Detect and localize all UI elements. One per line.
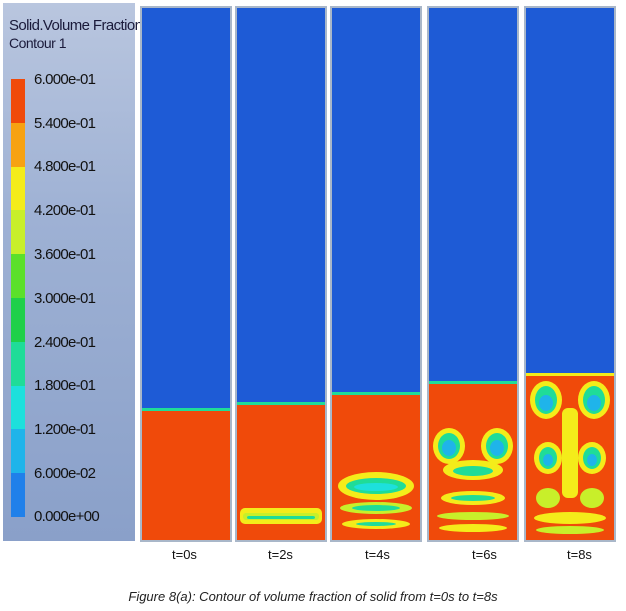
color-band: [11, 254, 25, 298]
bubble: [354, 483, 398, 491]
time-label: t=2s: [268, 547, 293, 562]
legend-panel: Solid.Volume Fraction Contour 1 6.000e-0…: [3, 3, 143, 541]
contour-panel-t2: [235, 6, 327, 542]
bubble: [439, 524, 507, 532]
bubble: [543, 454, 553, 466]
contour-plot: [332, 392, 420, 540]
contour-panel-t0: [140, 6, 232, 542]
bubble: [536, 526, 604, 534]
color-bar: [11, 79, 25, 517]
contour-panel-t8: [524, 6, 616, 542]
bed-interface: [237, 402, 325, 405]
legend-tick: 0.000e+00: [34, 508, 100, 525]
legend-tick: 5.400e-01: [34, 115, 96, 132]
contour-plot: [142, 408, 230, 540]
color-band: [11, 122, 25, 167]
bubble: [352, 505, 400, 511]
bubble: [580, 488, 604, 508]
legend-title: Solid.Volume Fraction: [9, 17, 143, 34]
bubble: [490, 440, 504, 456]
bubble: [453, 466, 493, 476]
bubble: [356, 522, 396, 526]
bubble: [539, 395, 553, 411]
time-label: t=6s: [472, 547, 497, 562]
color-band: [11, 297, 25, 342]
bubble: [534, 512, 606, 524]
legend-tick: 4.800e-01: [34, 158, 96, 175]
bubble: [536, 488, 560, 508]
bed-interface: [429, 381, 517, 384]
color-band: [11, 385, 25, 430]
time-label: t=8s: [567, 547, 592, 562]
color-band: [11, 210, 25, 255]
figure-caption: Figure 8(a): Contour of volume fraction …: [128, 589, 498, 604]
contour-plot: [429, 381, 517, 540]
color-band: [11, 429, 25, 474]
legend-tick: 6.000e-01: [34, 71, 96, 88]
bubble-band: [247, 516, 315, 519]
bubble: [442, 440, 456, 456]
color-band: [11, 341, 25, 386]
bed-interface: [142, 408, 230, 411]
bed-interface: [526, 373, 614, 376]
legend-tick: 1.800e-01: [34, 377, 96, 394]
contour-plot: [526, 373, 614, 540]
bubble-column: [562, 408, 578, 498]
bubble: [437, 512, 509, 520]
contour-plot: [237, 402, 325, 540]
legend-tick: 3.000e-01: [34, 290, 96, 307]
solid-bed: [332, 394, 420, 540]
bubble: [451, 495, 495, 501]
legend-tick: 6.000e-02: [34, 465, 96, 482]
legend-tick: 3.600e-01: [34, 246, 96, 263]
bed-interface: [332, 392, 420, 395]
bubble: [587, 454, 597, 466]
solid-bed: [142, 410, 230, 540]
bubble: [587, 395, 601, 411]
time-label: t=4s: [365, 547, 390, 562]
contour-panel-t4: [330, 6, 422, 542]
color-band: [11, 166, 25, 211]
legend-subtitle: Contour 1: [9, 35, 66, 51]
legend-tick: 1.200e-01: [34, 421, 96, 438]
legend-tick: 4.200e-01: [34, 202, 96, 219]
color-band: [11, 79, 25, 123]
time-label: t=0s: [172, 547, 197, 562]
legend-tick: 2.400e-01: [34, 334, 96, 351]
color-band: [11, 473, 25, 517]
contour-panel-t6: [427, 6, 519, 542]
